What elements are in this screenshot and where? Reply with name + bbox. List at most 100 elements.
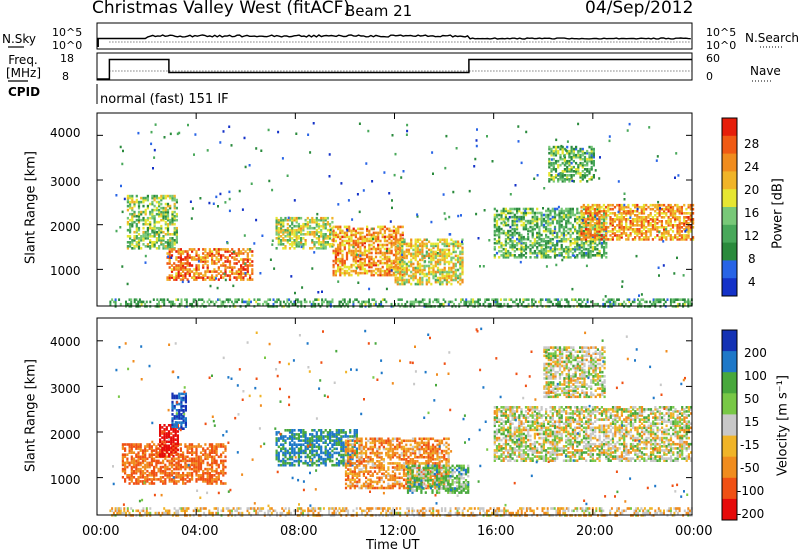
- scatter-cell: [139, 455, 142, 459]
- scatter-cell: [457, 274, 460, 278]
- scatter-cell: [545, 239, 548, 243]
- scatter-cell: [425, 282, 428, 286]
- scatter-cell: [524, 219, 528, 223]
- scatter-cell: [383, 261, 386, 265]
- scatter-cell: [197, 266, 200, 269]
- scatter-cell: [452, 278, 455, 282]
- scatter-cell: [401, 262, 404, 266]
- scatter-cell: [208, 443, 211, 446]
- scatter-cell: [343, 239, 346, 243]
- scatter-cell: [536, 241, 539, 245]
- scatter-cell: [579, 172, 582, 175]
- scatter-cell: [636, 230, 639, 233]
- scatter-cell: [674, 203, 677, 207]
- scatter-cell: [498, 231, 501, 235]
- scatter-cell: [428, 240, 431, 244]
- scatter-cell: [603, 211, 606, 215]
- scatter-cell: [541, 298, 544, 301]
- scatter-cell: [246, 272, 249, 275]
- scatter-cell: [337, 203, 340, 206]
- scatter-cell: [436, 254, 440, 258]
- scatter-cell: [557, 145, 560, 149]
- scatter-cell: [191, 457, 194, 461]
- scatter-cell: [600, 245, 603, 249]
- scatter-cell: [507, 256, 510, 259]
- scatter-cell: [339, 269, 342, 273]
- scatter-cell: [588, 159, 591, 163]
- scatter-cell: [381, 251, 384, 255]
- scatter-cell: [554, 149, 558, 153]
- scatter-cell: [618, 228, 621, 231]
- scatter-cell: [685, 230, 688, 233]
- scatter-cell: [226, 258, 229, 261]
- scatter-cell: [293, 233, 296, 236]
- scatter-cell: [513, 254, 516, 257]
- scatter-cell: [184, 467, 187, 471]
- scatter-cell: [202, 459, 205, 463]
- scatter-cell: [536, 231, 539, 235]
- scatter-cell: [582, 224, 585, 227]
- scatter-cell: [395, 253, 398, 257]
- scatter-cell: [504, 223, 507, 227]
- scatter-cell: [493, 254, 496, 257]
- scatter-cell: [182, 457, 185, 461]
- scatter-cell: [124, 449, 127, 452]
- scatter-cell: [128, 302, 131, 306]
- scatter-cell: [687, 216, 690, 219]
- scatter-cell: [640, 302, 643, 306]
- scatter-cell: [155, 455, 158, 459]
- scatter-cell: [405, 262, 408, 266]
- scatter-cell: [652, 300, 655, 304]
- scatter-cell: [428, 270, 431, 274]
- scatter-cell: [687, 212, 690, 215]
- scatter-cell: [193, 248, 196, 251]
- scatter-cell: [151, 226, 154, 230]
- scatter-cell: [339, 267, 342, 271]
- scatter-cell: [575, 153, 578, 157]
- scatter-cell: [677, 174, 680, 177]
- scatter-cell: [345, 265, 349, 269]
- scatter-cell: [618, 205, 621, 209]
- scatter-cell: [130, 469, 133, 473]
- scatter-cell: [306, 216, 309, 220]
- scatter-cell: [240, 252, 243, 255]
- scatter-cell: [150, 463, 153, 467]
- scatter-cell: [366, 237, 369, 241]
- scatter-cell: [575, 155, 578, 159]
- scatter-cell: [611, 203, 614, 207]
- scatter-cell: [158, 237, 161, 240]
- scatter-cell: [692, 220, 695, 223]
- scatter-cell: [166, 228, 170, 232]
- scatter-cell: [513, 219, 516, 223]
- scatter-cell: [155, 445, 158, 448]
- scatter-cell: [345, 233, 349, 237]
- scatter-cell: [399, 262, 402, 266]
- scatter-cell: [460, 214, 462, 217]
- scatter-cell: [516, 227, 519, 231]
- scatter-cell: [553, 225, 557, 229]
- scatter-cell: [217, 463, 220, 467]
- scatter-cell: [582, 214, 585, 217]
- scatter-cell: [414, 240, 417, 244]
- scatter-cell: [211, 445, 214, 448]
- scatter-cell: [596, 220, 599, 223]
- scatter-cell: [275, 226, 278, 230]
- scatter-cell: [410, 254, 413, 258]
- scatter-cell: [553, 243, 557, 247]
- scatter-cell: [416, 213, 419, 216]
- scatter-cell: [645, 220, 648, 223]
- scatter-cell: [146, 461, 149, 465]
- scatter-cell: [421, 246, 424, 250]
- scatter-cell: [412, 272, 415, 276]
- scatter-cell: [401, 282, 404, 286]
- scatter-cell: [265, 302, 268, 306]
- scatter-cell: [589, 243, 592, 247]
- scatter-cell: [366, 263, 369, 267]
- scatter-cell: [240, 274, 243, 277]
- scatter-cell: [669, 205, 672, 209]
- scatter-cell: [135, 467, 138, 471]
- scatter-cell: [401, 231, 404, 235]
- scatter-cell: [507, 235, 510, 239]
- scatter-cell: [453, 302, 455, 306]
- scatter-cell: [168, 258, 171, 261]
